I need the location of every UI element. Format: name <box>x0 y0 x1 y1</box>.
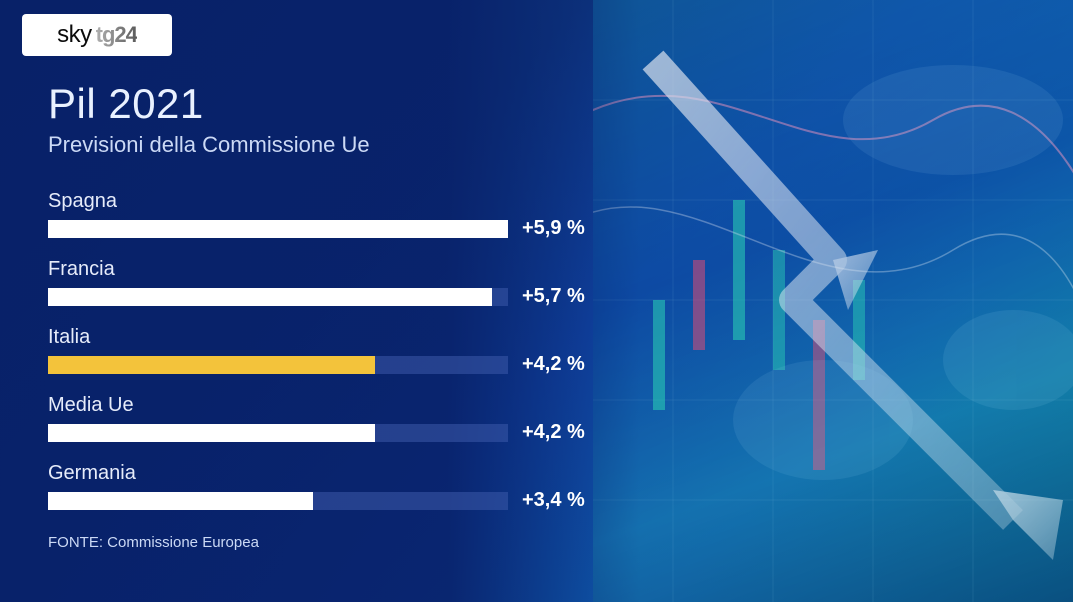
bar-row-label: Media Ue <box>48 394 608 417</box>
bar-row-label: Spagna <box>48 190 608 213</box>
bar-value: +3,4 % <box>522 489 585 512</box>
bar-value: +5,7 % <box>522 285 585 308</box>
bar-fill <box>48 424 375 442</box>
bar-row-line: +3,4 % <box>48 489 608 512</box>
bar-row: Spagna +5,9 % <box>48 190 608 240</box>
bar-fill <box>48 356 375 374</box>
chart-subtitle: Previsioni della Commissione Ue <box>48 132 640 158</box>
bar-value: +4,2 % <box>522 353 585 376</box>
channel-logo: sky tg24 <box>22 14 172 56</box>
source-label: FONTE: <box>48 534 103 551</box>
bar-row: Francia +5,7 % <box>48 258 608 308</box>
bar-row-line: +4,2 % <box>48 353 608 376</box>
source-value: Commissione Europea <box>107 534 259 551</box>
bar-fill <box>48 288 492 306</box>
decorative-background <box>593 0 1073 602</box>
bar-track <box>48 288 508 306</box>
content-panel: sky tg24 Pil 2021 Previsioni della Commi… <box>0 0 640 602</box>
bar-track <box>48 356 508 374</box>
bar-chart: Spagna+5,9 %Francia+5,7 %Italia+4,2 %Med… <box>48 190 608 512</box>
bar-row-line: +5,9 % <box>48 217 608 240</box>
bar-row: Germania +3,4 % <box>48 462 608 512</box>
bar-value: +5,9 % <box>522 217 585 240</box>
bar-row: Italia +4,2 % <box>48 326 608 376</box>
bar-fill <box>48 220 508 238</box>
bar-track <box>48 492 508 510</box>
bar-track <box>48 220 508 238</box>
bar-row-line: +5,7 % <box>48 285 608 308</box>
logo-part-tg24: tg24 <box>96 22 137 48</box>
source-line: FONTE: Commissione Europea <box>48 534 640 551</box>
title-block: Pil 2021 Previsioni della Commissione Ue <box>48 80 640 158</box>
bar-track <box>48 424 508 442</box>
bar-row: Media Ue +4,2 % <box>48 394 608 444</box>
bar-fill <box>48 492 313 510</box>
bar-row-line: +4,2 % <box>48 421 608 444</box>
chart-title: Pil 2021 <box>48 80 640 128</box>
bar-row-label: Italia <box>48 326 608 349</box>
bar-row-label: Germania <box>48 462 608 485</box>
bar-value: +4,2 % <box>522 421 585 444</box>
bar-row-label: Francia <box>48 258 608 281</box>
logo-part-sky: sky <box>57 21 92 49</box>
